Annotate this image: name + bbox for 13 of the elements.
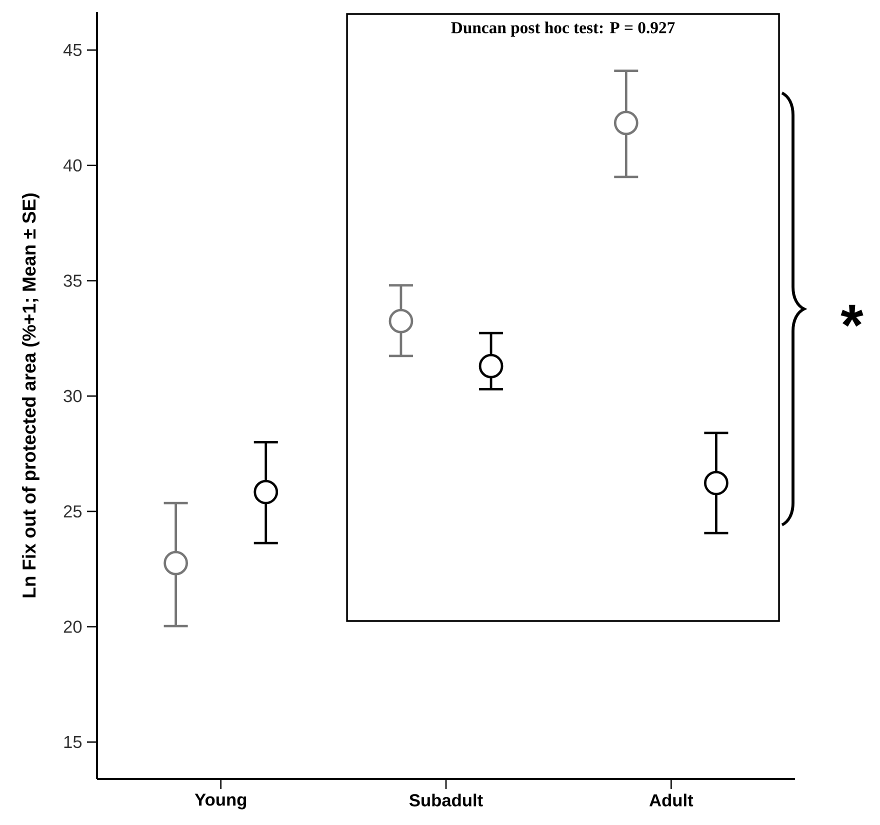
annotation: Duncan post hoc test: P = 0.927 bbox=[451, 22, 675, 37]
y-tick-label: 15 bbox=[64, 736, 82, 748]
y-tick-label: 45 bbox=[63, 44, 82, 56]
y-axis-title: Ln Fix out of protected area (%+1; Mean ± SE) bbox=[22, 193, 40, 598]
y-tick-label: 30 bbox=[64, 390, 82, 402]
x-tick-label: Subadult bbox=[409, 794, 483, 806]
y-tick-label: 35 bbox=[64, 274, 82, 287]
y-tick-label: 25 bbox=[64, 505, 82, 518]
y-tick-label: 20 bbox=[64, 620, 82, 633]
x-tick-label: Adult bbox=[649, 794, 694, 806]
x-tick-label: Young bbox=[194, 794, 246, 810]
y-tick-label: 40 bbox=[63, 159, 82, 172]
text: * bbox=[840, 304, 864, 327]
